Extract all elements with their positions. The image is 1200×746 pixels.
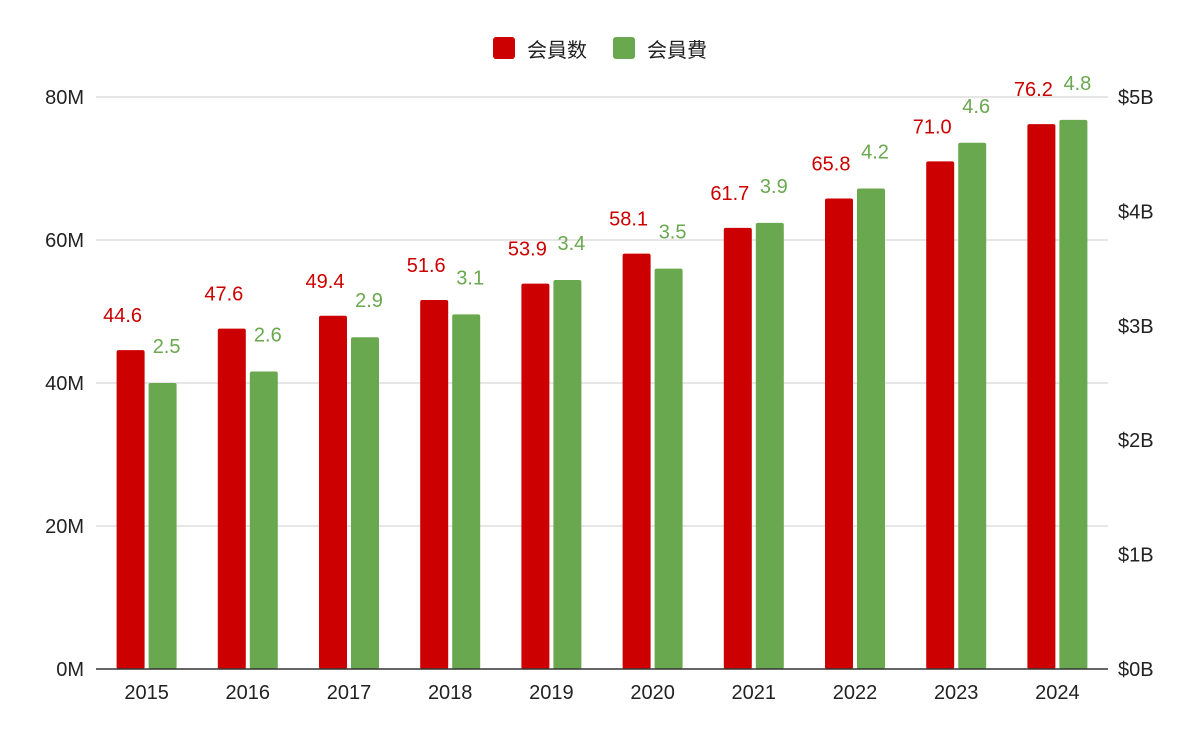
data-label-fees: 4.2 xyxy=(861,142,889,164)
data-label-fees: 3.5 xyxy=(659,222,687,244)
legend-label-fees: 会員費 xyxy=(647,37,707,62)
y-left-tick-label: 0M xyxy=(56,659,84,681)
x-tick-label: 2019 xyxy=(529,682,574,704)
legend-item-fees: 会員費 xyxy=(613,34,707,63)
bar-members xyxy=(420,300,449,669)
bar-fees xyxy=(148,383,177,669)
y-left-tick-label: 20M xyxy=(45,516,84,538)
data-label-members: 58.1 xyxy=(609,209,648,231)
data-label-fees: 3.1 xyxy=(456,267,484,289)
y-left-tick-label: 80M xyxy=(45,87,84,109)
x-tick-label: 2021 xyxy=(732,682,777,704)
legend-swatch-members xyxy=(493,37,515,59)
x-tick-label: 2016 xyxy=(226,682,271,704)
bar-fees xyxy=(857,188,885,669)
bar-fees xyxy=(452,314,481,669)
data-label-members: 65.8 xyxy=(812,154,851,176)
y-right-tick-label: $2B xyxy=(1118,430,1154,452)
bar-fees xyxy=(1059,119,1088,669)
x-tick-label: 2023 xyxy=(934,682,979,704)
data-label-fees: 4.8 xyxy=(1063,73,1091,95)
data-label-members: 44.6 xyxy=(103,305,142,327)
bar-members xyxy=(1027,124,1056,670)
bar-members xyxy=(825,198,853,669)
bar-fees xyxy=(958,142,987,669)
legend-item-members: 会員数 xyxy=(493,34,587,63)
y-right-tick-label: $1B xyxy=(1118,545,1154,567)
data-label-members: 51.6 xyxy=(407,255,446,277)
x-tick-label: 2020 xyxy=(630,682,675,704)
x-tick-label: 2017 xyxy=(327,682,372,704)
legend: 会員数 会員費 xyxy=(0,30,1200,66)
data-label-members: 47.6 xyxy=(204,284,243,306)
bar-members xyxy=(319,315,347,669)
y-left-tick-label: 40M xyxy=(45,373,84,395)
data-label-fees: 3.4 xyxy=(557,233,585,255)
x-tick-label: 2018 xyxy=(428,682,473,704)
bar-members xyxy=(217,328,246,669)
data-label-members: 71.0 xyxy=(913,116,952,138)
data-label-fees: 2.6 xyxy=(254,325,282,347)
y-right-tick-label: $5B xyxy=(1118,87,1154,109)
legend-label-members: 会員数 xyxy=(527,37,587,62)
bar-fees xyxy=(755,222,784,669)
data-label-members: 76.2 xyxy=(1014,79,1053,101)
bar-fees xyxy=(553,280,582,669)
data-label-fees: 2.9 xyxy=(355,290,383,312)
bar-fees xyxy=(249,371,278,669)
bar-members xyxy=(116,350,145,669)
data-label-fees: 3.9 xyxy=(760,176,788,198)
bar-fees xyxy=(654,268,683,669)
y-right-tick-label: $0B xyxy=(1118,659,1154,681)
data-label-fees: 4.6 xyxy=(962,96,990,118)
y-left-tick-label: 60M xyxy=(45,230,84,252)
bar-members xyxy=(622,253,651,669)
bar-members xyxy=(521,283,550,669)
x-tick-label: 2015 xyxy=(124,682,169,704)
x-tick-label: 2022 xyxy=(833,682,878,704)
bar-members xyxy=(926,161,955,669)
data-label-fees: 2.5 xyxy=(153,336,181,358)
x-tick-label: 2024 xyxy=(1035,682,1080,704)
data-label-members: 49.4 xyxy=(306,271,345,293)
legend-swatch-fees xyxy=(613,37,635,59)
data-label-members: 61.7 xyxy=(710,183,749,205)
data-label-members: 53.9 xyxy=(508,239,547,261)
y-right-tick-label: $4B xyxy=(1118,201,1154,223)
y-right-tick-label: $3B xyxy=(1118,316,1154,338)
bar-members xyxy=(723,227,752,669)
bar-fees xyxy=(351,337,379,669)
